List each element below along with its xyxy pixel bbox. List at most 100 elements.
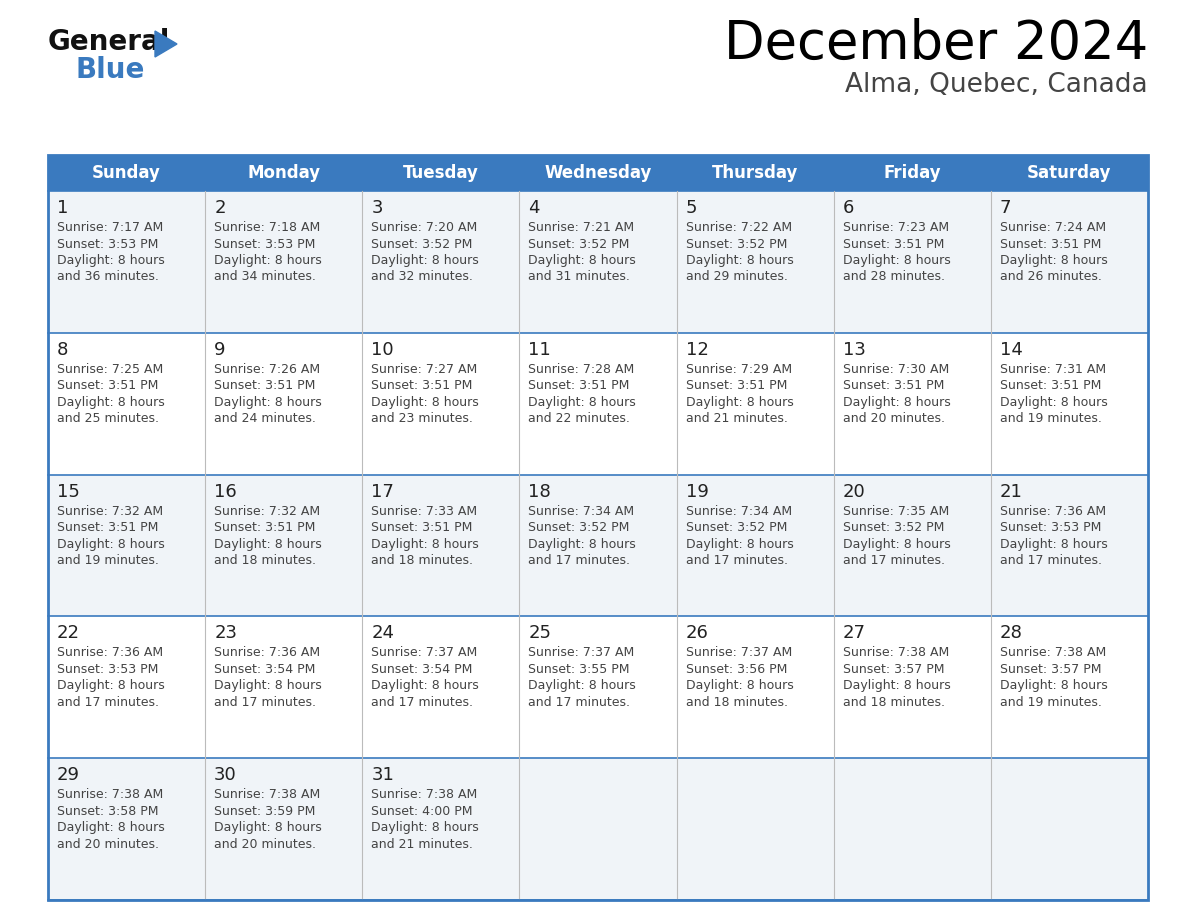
Text: and 20 minutes.: and 20 minutes.: [57, 838, 159, 851]
Text: 17: 17: [372, 483, 394, 500]
Text: Daylight: 8 hours: Daylight: 8 hours: [685, 538, 794, 551]
Text: 20: 20: [842, 483, 866, 500]
Text: Daylight: 8 hours: Daylight: 8 hours: [214, 822, 322, 834]
Text: Daylight: 8 hours: Daylight: 8 hours: [372, 396, 479, 409]
Text: Sunrise: 7:32 AM: Sunrise: 7:32 AM: [57, 505, 163, 518]
Text: Sunrise: 7:22 AM: Sunrise: 7:22 AM: [685, 221, 791, 234]
Bar: [48, 475, 1148, 616]
Text: Daylight: 8 hours: Daylight: 8 hours: [685, 254, 794, 267]
Text: Daylight: 8 hours: Daylight: 8 hours: [214, 396, 322, 409]
Text: Daylight: 8 hours: Daylight: 8 hours: [685, 679, 794, 692]
Text: Sunrise: 7:24 AM: Sunrise: 7:24 AM: [1000, 221, 1106, 234]
Text: and 18 minutes.: and 18 minutes.: [842, 696, 944, 709]
Text: and 20 minutes.: and 20 minutes.: [214, 838, 316, 851]
Text: 23: 23: [214, 624, 238, 643]
Text: Sunrise: 7:37 AM: Sunrise: 7:37 AM: [372, 646, 478, 659]
Text: Sunrise: 7:26 AM: Sunrise: 7:26 AM: [214, 363, 321, 375]
Text: 7: 7: [1000, 199, 1011, 217]
Text: Sunset: 3:53 PM: Sunset: 3:53 PM: [214, 238, 316, 251]
Text: Sunrise: 7:23 AM: Sunrise: 7:23 AM: [842, 221, 949, 234]
Text: and 32 minutes.: and 32 minutes.: [372, 271, 473, 284]
Text: 22: 22: [57, 624, 80, 643]
Text: Daylight: 8 hours: Daylight: 8 hours: [57, 679, 165, 692]
Text: Sunrise: 7:20 AM: Sunrise: 7:20 AM: [372, 221, 478, 234]
Text: Sunrise: 7:27 AM: Sunrise: 7:27 AM: [372, 363, 478, 375]
Text: Wednesday: Wednesday: [544, 164, 652, 182]
Text: Sunrise: 7:32 AM: Sunrise: 7:32 AM: [214, 505, 321, 518]
Text: Sunset: 3:52 PM: Sunset: 3:52 PM: [842, 521, 944, 534]
Text: and 17 minutes.: and 17 minutes.: [685, 554, 788, 567]
Text: Sunset: 3:51 PM: Sunset: 3:51 PM: [57, 521, 158, 534]
Text: 31: 31: [372, 767, 394, 784]
Text: Sunrise: 7:36 AM: Sunrise: 7:36 AM: [1000, 505, 1106, 518]
Text: Sunset: 3:51 PM: Sunset: 3:51 PM: [1000, 238, 1101, 251]
Text: 25: 25: [529, 624, 551, 643]
Bar: [48, 191, 1148, 333]
Text: Sunset: 3:53 PM: Sunset: 3:53 PM: [57, 663, 158, 676]
Bar: [48, 616, 1148, 758]
Text: Sunset: 3:51 PM: Sunset: 3:51 PM: [372, 521, 473, 534]
Text: and 36 minutes.: and 36 minutes.: [57, 271, 159, 284]
Text: and 19 minutes.: and 19 minutes.: [1000, 696, 1101, 709]
Text: and 31 minutes.: and 31 minutes.: [529, 271, 631, 284]
Text: and 29 minutes.: and 29 minutes.: [685, 271, 788, 284]
Text: Sunrise: 7:21 AM: Sunrise: 7:21 AM: [529, 221, 634, 234]
Text: 14: 14: [1000, 341, 1023, 359]
Text: Daylight: 8 hours: Daylight: 8 hours: [1000, 679, 1107, 692]
Text: Sunrise: 7:36 AM: Sunrise: 7:36 AM: [214, 646, 321, 659]
Text: Daylight: 8 hours: Daylight: 8 hours: [685, 396, 794, 409]
Text: 18: 18: [529, 483, 551, 500]
Text: Sunset: 3:58 PM: Sunset: 3:58 PM: [57, 805, 158, 818]
Text: Daylight: 8 hours: Daylight: 8 hours: [529, 679, 637, 692]
Text: and 20 minutes.: and 20 minutes.: [842, 412, 944, 425]
Text: Daylight: 8 hours: Daylight: 8 hours: [842, 679, 950, 692]
Text: and 19 minutes.: and 19 minutes.: [57, 554, 159, 567]
Text: and 34 minutes.: and 34 minutes.: [214, 271, 316, 284]
Text: and 19 minutes.: and 19 minutes.: [1000, 412, 1101, 425]
Text: Daylight: 8 hours: Daylight: 8 hours: [372, 679, 479, 692]
Text: 26: 26: [685, 624, 708, 643]
Text: and 21 minutes.: and 21 minutes.: [372, 838, 473, 851]
Text: Sunrise: 7:35 AM: Sunrise: 7:35 AM: [842, 505, 949, 518]
Text: Sunset: 3:51 PM: Sunset: 3:51 PM: [214, 379, 316, 392]
Text: Sunset: 3:52 PM: Sunset: 3:52 PM: [685, 238, 786, 251]
Text: and 17 minutes.: and 17 minutes.: [57, 696, 159, 709]
Text: Sunset: 3:51 PM: Sunset: 3:51 PM: [57, 379, 158, 392]
Text: Tuesday: Tuesday: [403, 164, 479, 182]
Text: 1: 1: [57, 199, 69, 217]
Text: Daylight: 8 hours: Daylight: 8 hours: [529, 254, 637, 267]
Text: Sunset: 3:59 PM: Sunset: 3:59 PM: [214, 805, 316, 818]
Text: and 17 minutes.: and 17 minutes.: [529, 696, 631, 709]
Text: Sunset: 4:00 PM: Sunset: 4:00 PM: [372, 805, 473, 818]
Text: and 17 minutes.: and 17 minutes.: [842, 554, 944, 567]
Text: Daylight: 8 hours: Daylight: 8 hours: [529, 538, 637, 551]
Text: Sunset: 3:56 PM: Sunset: 3:56 PM: [685, 663, 786, 676]
Text: Sunset: 3:53 PM: Sunset: 3:53 PM: [57, 238, 158, 251]
Text: Daylight: 8 hours: Daylight: 8 hours: [214, 254, 322, 267]
Text: Thursday: Thursday: [712, 164, 798, 182]
Text: Monday: Monday: [247, 164, 321, 182]
Text: Sunset: 3:51 PM: Sunset: 3:51 PM: [685, 379, 786, 392]
Text: Sunrise: 7:30 AM: Sunrise: 7:30 AM: [842, 363, 949, 375]
Text: and 18 minutes.: and 18 minutes.: [214, 554, 316, 567]
Text: and 17 minutes.: and 17 minutes.: [214, 696, 316, 709]
Text: Daylight: 8 hours: Daylight: 8 hours: [372, 538, 479, 551]
Text: Sunset: 3:54 PM: Sunset: 3:54 PM: [372, 663, 473, 676]
Text: and 17 minutes.: and 17 minutes.: [529, 554, 631, 567]
Text: 10: 10: [372, 341, 394, 359]
Text: Sunset: 3:51 PM: Sunset: 3:51 PM: [842, 238, 944, 251]
Text: 30: 30: [214, 767, 236, 784]
Text: Daylight: 8 hours: Daylight: 8 hours: [1000, 254, 1107, 267]
Text: Sunset: 3:52 PM: Sunset: 3:52 PM: [529, 521, 630, 534]
Text: Daylight: 8 hours: Daylight: 8 hours: [842, 538, 950, 551]
Text: 24: 24: [372, 624, 394, 643]
Text: and 23 minutes.: and 23 minutes.: [372, 412, 473, 425]
Text: Sunrise: 7:25 AM: Sunrise: 7:25 AM: [57, 363, 163, 375]
Polygon shape: [154, 31, 177, 57]
Text: Sunset: 3:52 PM: Sunset: 3:52 PM: [372, 238, 473, 251]
Text: 28: 28: [1000, 624, 1023, 643]
Text: Sunset: 3:51 PM: Sunset: 3:51 PM: [842, 379, 944, 392]
Text: Sunset: 3:55 PM: Sunset: 3:55 PM: [529, 663, 630, 676]
Bar: [48, 155, 1148, 191]
Bar: [48, 155, 1148, 900]
